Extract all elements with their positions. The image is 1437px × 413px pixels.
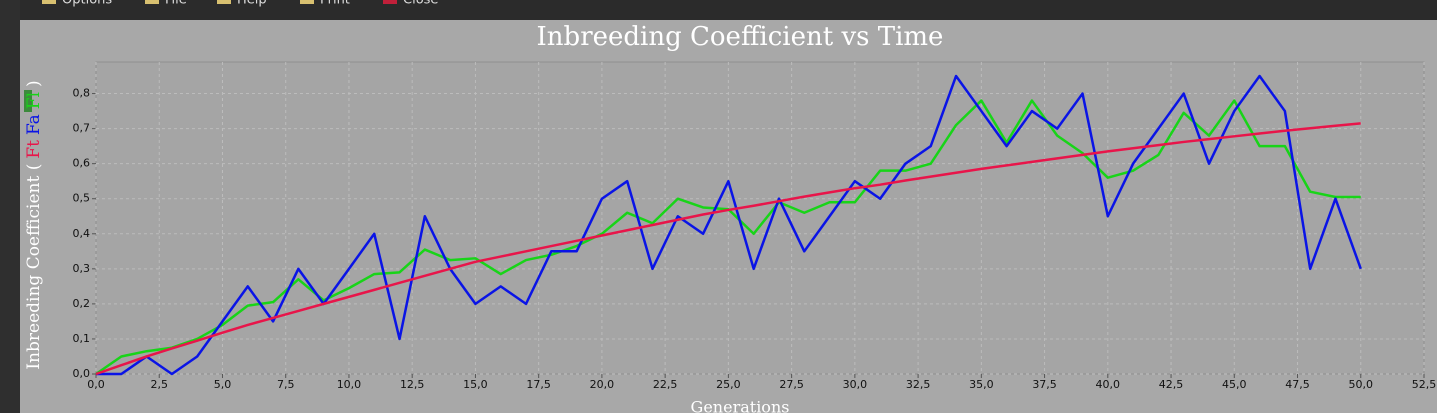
legend-entry: Ft — [24, 140, 44, 159]
x-tick-label: 50,0 — [1349, 378, 1374, 391]
y-tick-label: 0,5 — [73, 192, 91, 205]
toolbar-button[interactable]: Options — [62, 0, 112, 8]
y-tick-label: 0,6 — [73, 157, 91, 170]
y-tick-label: 0,4 — [73, 227, 91, 240]
x-tick-label: 15,0 — [463, 378, 488, 391]
toolbar — [0, 0, 1437, 20]
series-line — [95, 122, 1361, 376]
toolbar-icon[interactable] — [300, 0, 314, 4]
y-axis-label: Inbreeding Coefficient ( Ft Fa Fl) — [24, 80, 44, 369]
x-tick-label: 47,5 — [1285, 378, 1310, 391]
toolbar-button[interactable]: File — [165, 0, 187, 8]
toolbar-button[interactable]: Help — [237, 0, 267, 8]
toolbar-icon[interactable] — [42, 0, 56, 4]
y-label-text: Inbreeding Coefficient ( — [24, 164, 44, 370]
toolbar-button[interactable]: Close — [403, 0, 438, 8]
side-tab — [24, 90, 32, 112]
x-tick-label: 7,5 — [277, 378, 295, 391]
chart-title: Inbreeding Coefficient vs Time — [537, 22, 944, 52]
y-tick-label: 0,3 — [73, 262, 91, 275]
x-tick-label: 45,0 — [1222, 378, 1247, 391]
legend-entry: Fl — [24, 92, 44, 109]
x-tick-label: 22,5 — [653, 378, 678, 391]
x-tick-label: 17,5 — [526, 378, 551, 391]
x-tick-label: 20,0 — [590, 378, 615, 391]
y-label-end: ) — [24, 80, 44, 87]
y-tick-label: 0,2 — [73, 297, 91, 310]
y-tick-label: 0,1 — [73, 332, 91, 345]
legend-entry: Fa — [24, 114, 44, 135]
x-tick-label: 40,0 — [1096, 378, 1121, 391]
y-tick-label: 0,8 — [73, 87, 91, 100]
x-tick-label: 35,0 — [969, 378, 994, 391]
y-tick-label: 0,7 — [73, 122, 91, 135]
x-tick-label: 37,5 — [1032, 378, 1057, 391]
x-tick-label: 30,0 — [843, 378, 868, 391]
toolbar-icon[interactable] — [217, 0, 231, 4]
plot-area — [95, 61, 1425, 375]
side-strip — [0, 0, 20, 413]
x-tick-label: 52,5 — [1412, 378, 1437, 391]
x-tick-label: 0,0 — [87, 378, 105, 391]
x-tick-label: 2,5 — [150, 378, 168, 391]
toolbar-icon[interactable] — [145, 0, 159, 4]
x-tick-label: 27,5 — [779, 378, 804, 391]
x-tick-label: 25,0 — [716, 378, 741, 391]
x-tick-label: 32,5 — [906, 378, 931, 391]
x-tick-label: 42,5 — [1159, 378, 1184, 391]
x-tick-label: 10,0 — [337, 378, 362, 391]
x-axis-label: Generations — [691, 398, 790, 413]
y-tick-label: 0,0 — [73, 367, 91, 380]
toolbar-button[interactable]: Print — [320, 0, 350, 8]
toolbar-icon[interactable] — [383, 0, 397, 4]
series-line — [96, 74, 1362, 376]
x-tick-label: 5,0 — [214, 378, 232, 391]
x-tick-label: 12,5 — [400, 378, 425, 391]
